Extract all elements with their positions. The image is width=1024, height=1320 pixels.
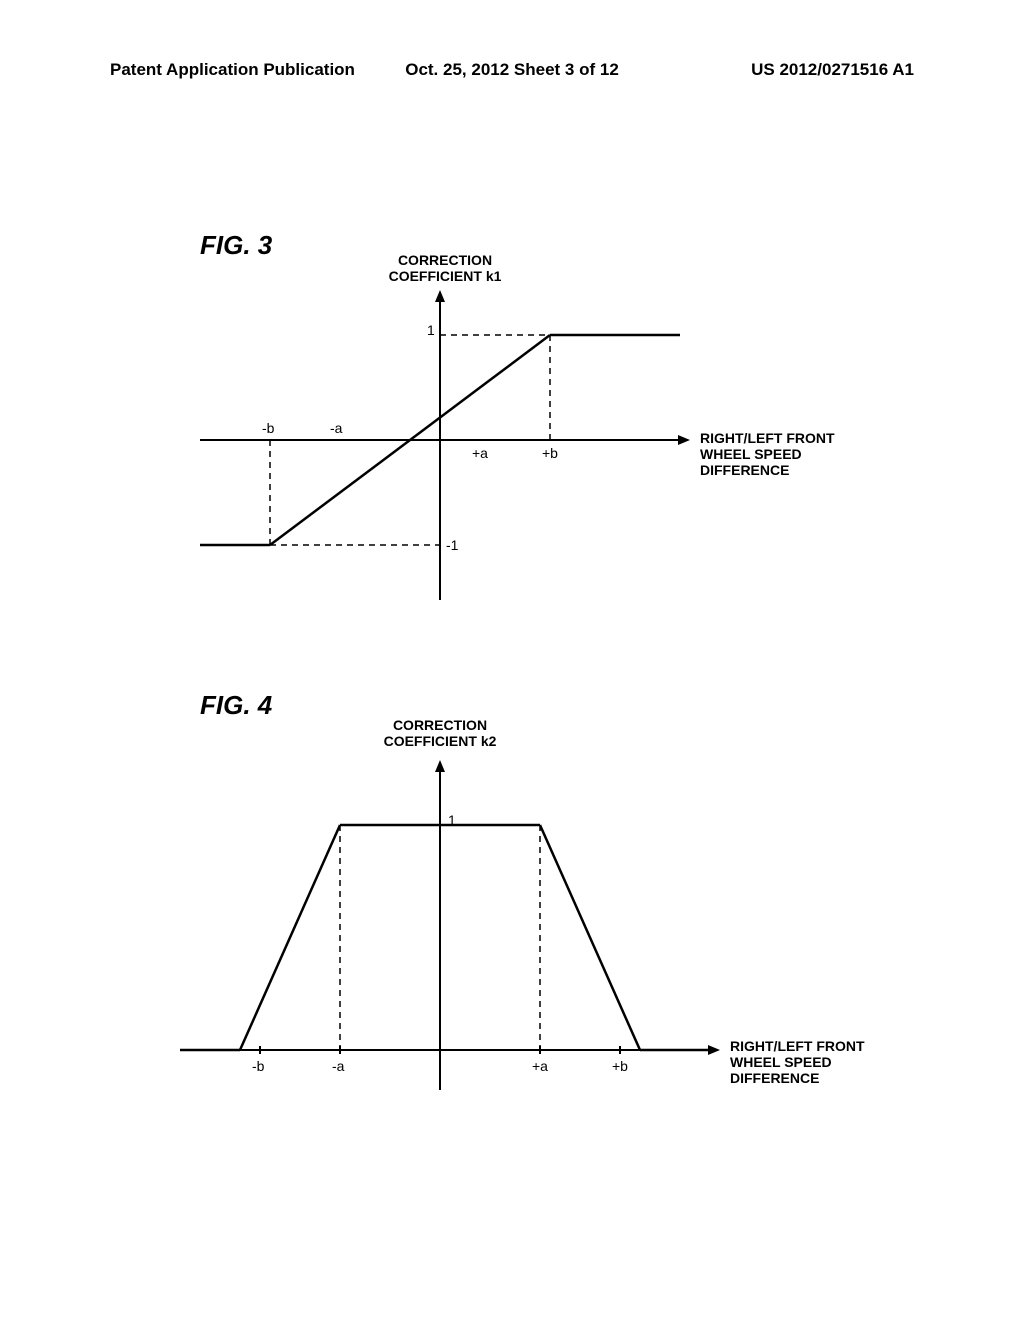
fig4-tick-posa: +a (532, 1058, 548, 1074)
fig3-tick-neg1: -1 (446, 537, 458, 553)
fig3-label: FIG. 3 (200, 230, 272, 261)
fig4-chart (150, 750, 770, 1110)
fig3-tick-posb: +b (542, 445, 558, 461)
header: Patent Application Publication Oct. 25, … (0, 60, 1024, 80)
fig4-title: CORRECTIONCOEFFICIENT k2 (375, 717, 505, 749)
fig3-tick-nega: -a (330, 420, 342, 436)
fig4-tick-negb: -b (252, 1058, 264, 1074)
fig4-axis-label: RIGHT/LEFT FRONTWHEEL SPEEDDIFFERENCE (730, 1038, 900, 1086)
fig3-axis-label: RIGHT/LEFT FRONTWHEEL SPEEDDIFFERENCE (700, 430, 870, 478)
fig4-tick-nega: -a (332, 1058, 344, 1074)
fig3-tick-posa: +a (472, 445, 488, 461)
fig3-tick-negb: -b (262, 420, 274, 436)
fig4-label: FIG. 4 (200, 690, 272, 721)
header-left: Patent Application Publication (110, 60, 378, 80)
fig3-chart (170, 280, 730, 640)
header-right: US 2012/0271516 A1 (646, 60, 914, 80)
fig4-tick-1: 1 (448, 812, 456, 828)
fig3-tick-1: 1 (427, 322, 435, 338)
header-mid: Oct. 25, 2012 Sheet 3 of 12 (378, 60, 646, 80)
fig4-tick-posb: +b (612, 1058, 628, 1074)
